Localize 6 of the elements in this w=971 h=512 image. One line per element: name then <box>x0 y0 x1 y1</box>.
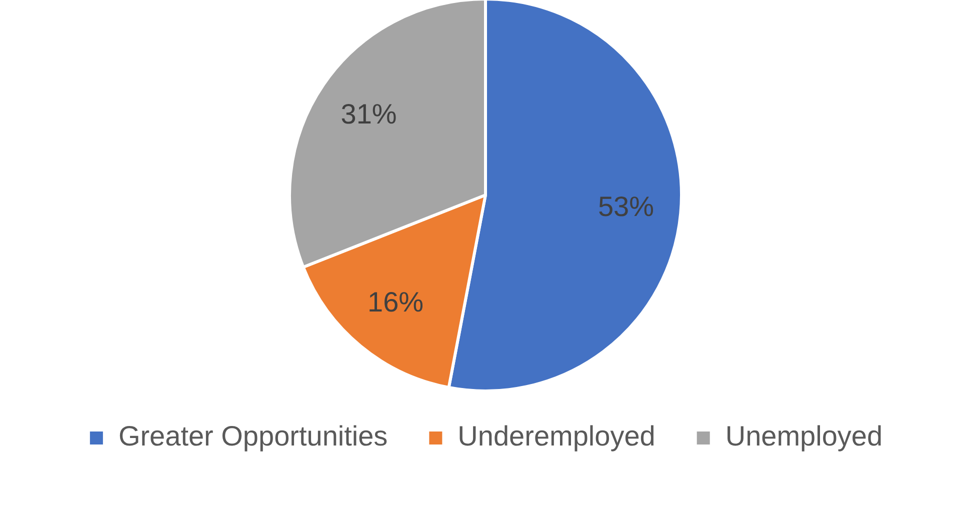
data-label: 16% <box>368 286 424 318</box>
data-label: 31% <box>340 98 397 130</box>
legend-label: Greater Opportunities <box>118 420 388 452</box>
legend-label: Underemployed <box>458 420 656 452</box>
data-label: 53% <box>598 191 654 222</box>
legend-label: Unemployed <box>725 420 883 452</box>
